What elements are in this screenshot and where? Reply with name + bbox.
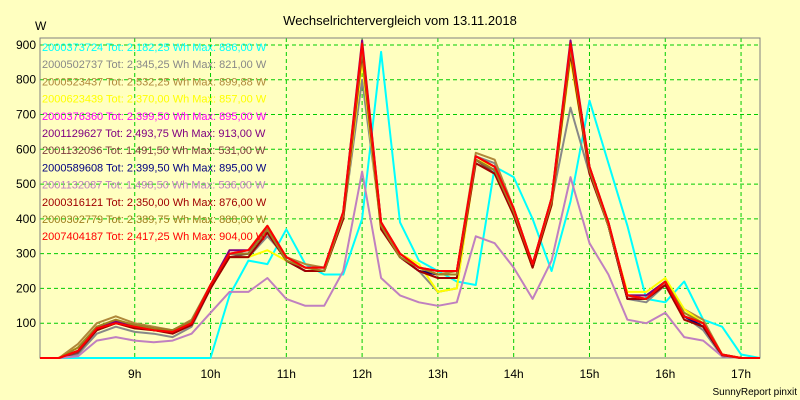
- y-tick-label: 900: [16, 38, 36, 52]
- x-tick-label: 16h: [655, 367, 675, 381]
- legend-entry: 2000502737 Tot: 2.345,25 Wh Max: 821,00 …: [42, 59, 267, 71]
- legend-entry: 2000589608 Tot: 2.399,50 Wh Max: 895,00 …: [42, 162, 267, 174]
- series-line: [40, 170, 760, 359]
- legend-entry: 2000376360 Tot: 2.399,50 Wh Max: 895,00 …: [42, 111, 267, 123]
- y-tick-label: 800: [16, 73, 36, 87]
- legend-entry: 2000316121 Tot: 2.350,00 Wh Max: 876,00 …: [42, 197, 267, 209]
- x-tick-label: 14h: [504, 367, 524, 381]
- plot-frame: [39, 37, 761, 359]
- x-tick-label: 10h: [201, 367, 221, 381]
- x-tick-label: 15h: [579, 367, 599, 381]
- y-tick-label: 100: [16, 316, 36, 330]
- x-tick-label: 17h: [731, 367, 751, 381]
- series-lines: [40, 39, 761, 359]
- y-axis-unit-label: W: [35, 19, 47, 33]
- legend-entry: 2001132087 Tot: 1.498,50 Wh Max: 536,00 …: [42, 180, 266, 192]
- footer-credit: SunnyReport pinxit: [713, 387, 798, 398]
- series-line: [40, 42, 760, 359]
- legend-entry: 2000523437 Tot: 2.532,25 Wh Max: 899,88 …: [42, 76, 267, 88]
- chart-title: Wechselrichtervergleich vom 13.11.2018: [283, 13, 517, 28]
- y-tick-label: 500: [16, 177, 36, 191]
- axes: 100 200 300 400 500 600 700 800 900 9h 10h 11h 12h 13…: [16, 37, 761, 381]
- y-tick-label: 300: [16, 247, 36, 261]
- x-tick-label: 11h: [277, 367, 296, 381]
- y-tick-label: 700: [16, 108, 36, 122]
- y-tick-label: 600: [16, 142, 36, 156]
- y-tick-label: 200: [16, 281, 36, 295]
- x-tick-label: 9h: [128, 367, 141, 381]
- legend-entry: 2001132036 Tot: 1.491,50 Wh Max: 531,00 …: [42, 145, 266, 157]
- y-tick-label: 400: [16, 212, 36, 226]
- legend-entry: 2000623439 Tot: 2.370,00 Wh Max: 857,00 …: [42, 94, 267, 106]
- legend-entry: 2000373724 Tot: 2.182,25 Wh Max: 886,00 …: [42, 42, 267, 54]
- legend: 2000373724 Tot: 2.182,25 Wh Max: 886,00 …: [42, 42, 267, 243]
- x-tick-label: 12h: [352, 367, 372, 381]
- x-tick-label: 13h: [428, 367, 448, 381]
- legend-entry: 2000302779 Tot: 2.389,75 Wh Max: 888,00 …: [42, 214, 267, 226]
- series-line: [40, 50, 761, 359]
- legend-entry: 2001129627 Tot: 2.493,75 Wh Max: 913,00 …: [42, 128, 266, 140]
- legend-entry: 2007404187 Tot: 2.417,25 Wh Max: 904,00 …: [42, 231, 267, 243]
